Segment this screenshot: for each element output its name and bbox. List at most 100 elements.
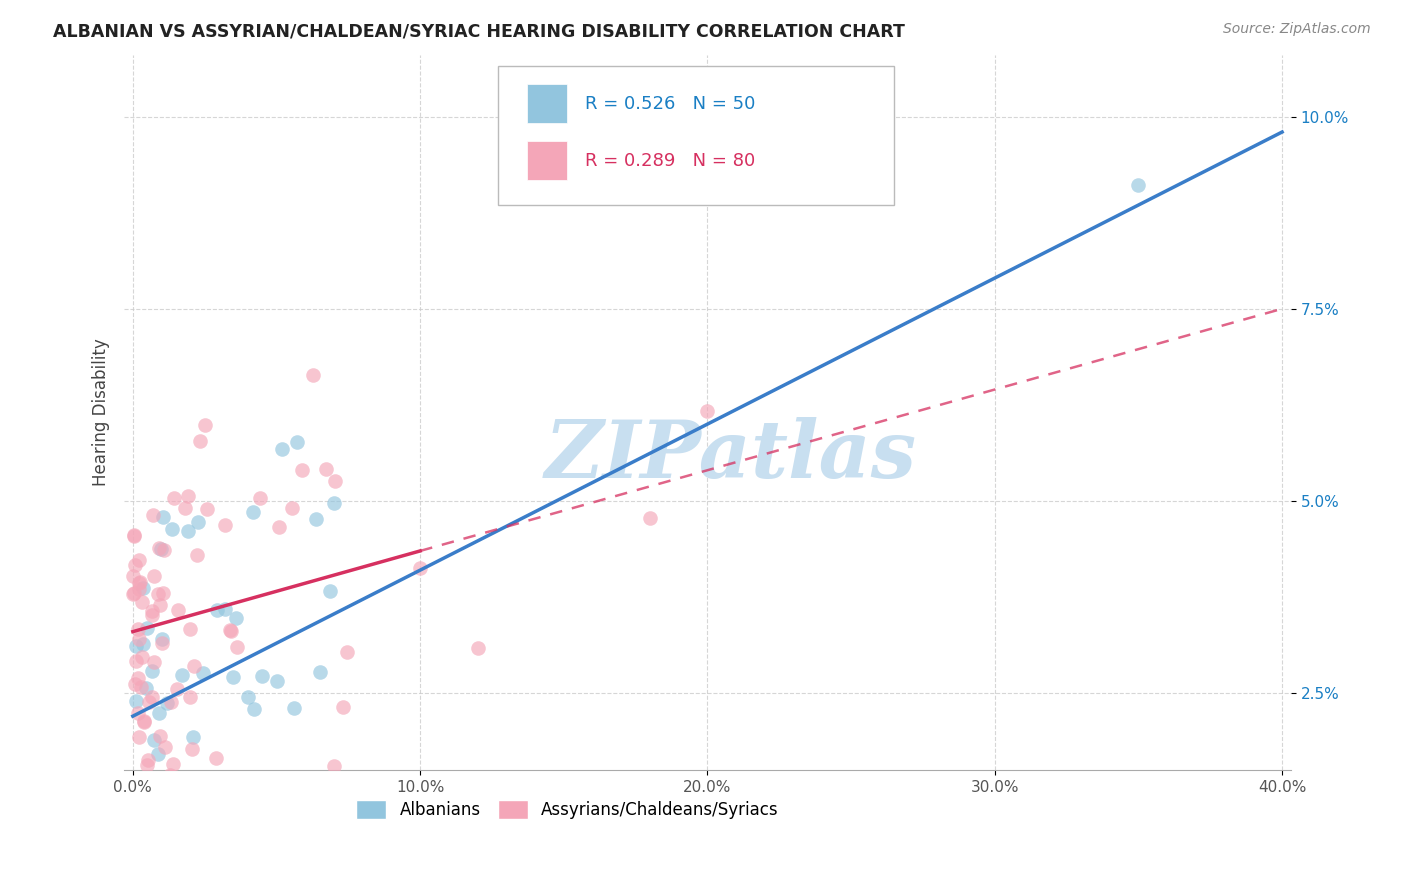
- Point: [194, 772, 217, 787]
- Point: [156, 696, 179, 710]
- Point: [127, 622, 149, 636]
- Point: [152, 509, 174, 524]
- Point: [169, 817, 191, 831]
- Point: [152, 586, 174, 600]
- Point: [177, 489, 200, 503]
- Point: [141, 607, 163, 622]
- Point: [166, 681, 188, 696]
- Point: [122, 785, 145, 799]
- Point: [152, 543, 174, 558]
- Point: [128, 582, 150, 596]
- Point: [128, 553, 150, 567]
- Point: [194, 418, 217, 433]
- Text: R = 0.526   N = 50: R = 0.526 N = 50: [585, 95, 755, 112]
- Point: [205, 603, 228, 617]
- Point: [243, 702, 266, 716]
- Point: [141, 664, 163, 678]
- Point: [162, 522, 184, 536]
- Point: [235, 797, 257, 812]
- Point: [132, 637, 155, 651]
- Text: R = 0.289   N = 80: R = 0.289 N = 80: [585, 152, 755, 170]
- Point: [131, 680, 153, 694]
- Point: [122, 587, 145, 601]
- Point: [172, 805, 194, 820]
- Point: [214, 602, 236, 616]
- Point: [323, 496, 346, 510]
- Bar: [527, 141, 568, 180]
- Point: [188, 434, 211, 449]
- Point: [221, 670, 243, 684]
- Point: [163, 491, 186, 506]
- Point: [150, 636, 173, 650]
- Point: [638, 511, 661, 525]
- Point: [308, 665, 330, 679]
- Point: [179, 622, 201, 636]
- Point: [1128, 178, 1150, 192]
- Point: [138, 695, 160, 709]
- Point: [195, 502, 218, 516]
- Point: [323, 474, 346, 488]
- Point: [467, 641, 489, 656]
- Text: ZIPatlas: ZIPatlas: [544, 417, 917, 494]
- Point: [291, 463, 314, 477]
- Point: [148, 706, 170, 720]
- Point: [134, 715, 156, 730]
- Point: [143, 569, 166, 583]
- Point: [149, 729, 172, 743]
- Point: [336, 645, 359, 659]
- Point: [159, 695, 181, 709]
- Point: [122, 586, 145, 600]
- Point: [266, 673, 288, 688]
- Legend: Albanians, Assyrians/Chaldeans/Syriacs: Albanians, Assyrians/Chaldeans/Syriacs: [350, 793, 785, 826]
- Point: [122, 780, 145, 794]
- Point: [409, 561, 432, 575]
- Point: [696, 404, 718, 418]
- Point: [124, 558, 146, 572]
- Point: [155, 797, 177, 811]
- Point: [141, 690, 163, 705]
- Point: [249, 491, 271, 505]
- Point: [146, 747, 169, 761]
- Point: [181, 741, 204, 756]
- Point: [285, 434, 308, 449]
- Point: [166, 603, 188, 617]
- Point: [127, 671, 149, 685]
- Point: [127, 706, 149, 720]
- Point: [131, 594, 153, 608]
- Point: [183, 659, 205, 673]
- Text: ALBANIAN VS ASSYRIAN/CHALDEAN/SYRIAC HEARING DISABILITY CORRELATION CHART: ALBANIAN VS ASSYRIAN/CHALDEAN/SYRIAC HEA…: [53, 22, 905, 40]
- Point: [181, 730, 204, 744]
- Point: [125, 654, 148, 668]
- Point: [219, 624, 242, 639]
- Point: [271, 442, 294, 456]
- Point: [260, 778, 283, 792]
- Y-axis label: Hearing Disability: Hearing Disability: [93, 339, 110, 486]
- Point: [174, 500, 197, 515]
- FancyBboxPatch shape: [498, 66, 894, 205]
- Point: [319, 583, 342, 598]
- Point: [149, 598, 172, 612]
- Point: [131, 801, 153, 815]
- Point: [142, 508, 165, 522]
- Point: [128, 730, 150, 744]
- Point: [191, 666, 214, 681]
- Point: [281, 501, 304, 516]
- Point: [153, 779, 176, 793]
- Point: [332, 699, 354, 714]
- Point: [153, 739, 176, 754]
- Point: [283, 701, 305, 715]
- Point: [179, 690, 201, 705]
- Point: [322, 759, 344, 773]
- Text: Source: ZipAtlas.com: Source: ZipAtlas.com: [1223, 22, 1371, 37]
- Point: [302, 368, 325, 382]
- Point: [142, 733, 165, 747]
- Point: [128, 822, 150, 836]
- Point: [242, 505, 264, 519]
- Point: [135, 681, 157, 695]
- Point: [162, 757, 184, 772]
- Point: [214, 517, 236, 532]
- Point: [186, 549, 208, 563]
- Point: [225, 786, 247, 800]
- Point: [187, 515, 209, 529]
- Point: [124, 677, 146, 691]
